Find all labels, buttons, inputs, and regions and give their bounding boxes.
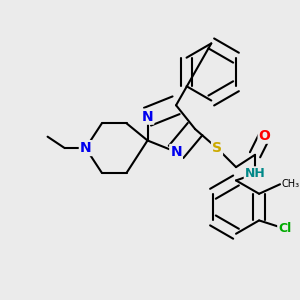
Text: N: N (142, 110, 153, 124)
Text: O: O (259, 129, 271, 143)
Text: N: N (80, 141, 92, 155)
Text: NH: NH (245, 167, 266, 180)
Text: Cl: Cl (278, 221, 291, 235)
Text: N: N (170, 145, 182, 159)
Text: S: S (212, 141, 222, 155)
Text: CH₃: CH₃ (282, 179, 300, 189)
